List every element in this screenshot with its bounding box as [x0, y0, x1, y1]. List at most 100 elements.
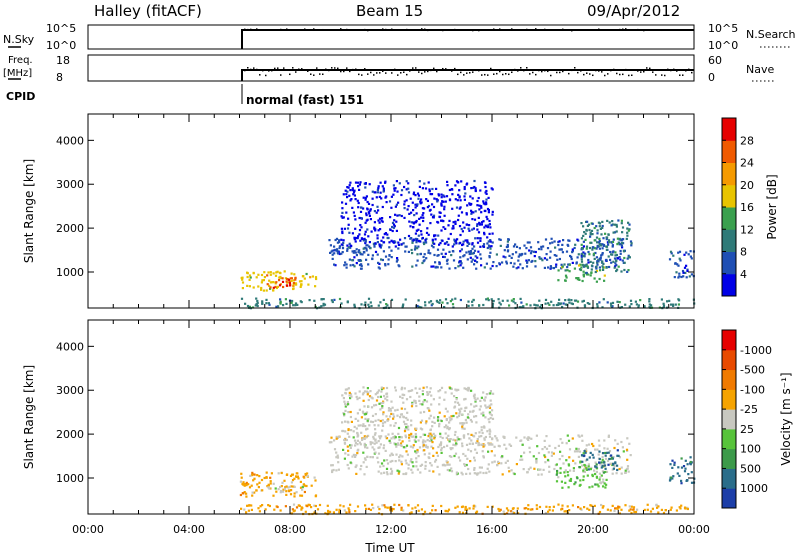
noise-search-point: [253, 29, 255, 31]
data-cell: [359, 239, 362, 242]
data-cell: [581, 279, 584, 283]
data-cell: [421, 187, 424, 190]
data-cell: [632, 506, 636, 509]
data-cell: [308, 299, 311, 302]
data-cell: [439, 432, 442, 435]
data-cell: [447, 237, 450, 240]
data-cell: [567, 244, 570, 247]
nave-point: [271, 69, 273, 72]
data-cell: [437, 193, 440, 196]
data-cell: [600, 461, 603, 464]
data-cell: [331, 253, 334, 256]
data-cell: [617, 219, 620, 222]
nave-point: [385, 72, 387, 74]
data-cell: [423, 453, 426, 456]
data-cell: [471, 300, 474, 303]
data-cell: [265, 298, 268, 301]
data-cell: [635, 303, 638, 306]
noise-search-point: [688, 29, 690, 31]
colorbar-tick-label: 500: [740, 462, 761, 475]
data-cell: [628, 223, 631, 226]
data-cell: [343, 457, 346, 460]
data-cell: [428, 390, 431, 394]
data-cell: [688, 275, 691, 278]
data-cell: [411, 507, 414, 510]
data-cell: [346, 249, 349, 252]
data-cell: [592, 456, 595, 459]
data-cell: [340, 215, 343, 218]
noise-search-point: [454, 28, 456, 31]
data-cell: [465, 508, 469, 511]
data-cell: [364, 242, 367, 245]
data-cell: [495, 253, 498, 256]
nave-point: [586, 72, 588, 74]
data-cell: [564, 274, 568, 277]
data-cell: [371, 446, 374, 449]
data-cell: [620, 472, 623, 475]
data-cell: [453, 454, 456, 458]
data-cell: [265, 476, 268, 479]
data-cell: [587, 273, 590, 276]
data-cell: [360, 431, 363, 434]
data-cell: [459, 206, 462, 209]
data-cell: [567, 263, 570, 266]
data-cell: [392, 415, 396, 418]
data-cell: [387, 407, 391, 410]
data-cell: [350, 429, 353, 432]
data-cell: [437, 234, 440, 237]
data-cell: [245, 484, 248, 487]
data-cell: [415, 451, 418, 455]
data-cell: [333, 252, 336, 255]
data-cell: [646, 503, 649, 506]
data-cell: [529, 246, 533, 249]
data-cell: [448, 440, 451, 443]
data-cell: [583, 506, 586, 509]
data-cell: [262, 289, 265, 292]
noise-search-point: [469, 29, 471, 31]
data-cell: [568, 479, 571, 482]
data-cell: [265, 302, 268, 305]
nave-point: [406, 73, 408, 76]
data-cell: [279, 485, 282, 489]
data-cell: [409, 197, 412, 200]
data-cell: [435, 198, 438, 201]
data-cell: [596, 305, 599, 308]
data-cell: [509, 444, 513, 447]
data-cell: [577, 506, 580, 509]
data-cell: [393, 424, 396, 427]
nave-point: [487, 74, 489, 76]
data-cell: [600, 254, 603, 257]
data-cell: [396, 408, 399, 411]
data-cell: [460, 471, 463, 474]
data-cell: [452, 443, 455, 446]
data-cell: [360, 303, 363, 306]
data-cell: [421, 207, 424, 210]
data-cell: [588, 456, 591, 459]
data-cell: [364, 196, 367, 199]
data-cell: [380, 462, 384, 465]
data-cell: [552, 267, 556, 270]
data-cell: [429, 462, 432, 465]
data-cell: [376, 241, 379, 244]
data-cell: [348, 509, 351, 512]
data-cell: [493, 454, 496, 457]
data-cell: [478, 435, 481, 438]
data-cell: [565, 276, 568, 279]
data-cell: [381, 419, 384, 422]
data-cell: [393, 240, 396, 243]
noise-sky-trace: [241, 29, 694, 49]
data-cell: [391, 225, 394, 229]
data-cell: [463, 195, 466, 198]
data-cell: [610, 253, 613, 256]
data-cell: [377, 461, 380, 464]
data-cell: [417, 455, 420, 458]
data-cell: [662, 304, 666, 307]
data-cell: [478, 443, 481, 446]
data-cell: [467, 300, 470, 303]
data-cell: [597, 241, 601, 244]
data-cell: [408, 433, 411, 437]
data-cell: [449, 419, 452, 422]
data-cell: [484, 209, 487, 213]
data-cell: [362, 391, 365, 395]
data-cell: [383, 459, 386, 462]
